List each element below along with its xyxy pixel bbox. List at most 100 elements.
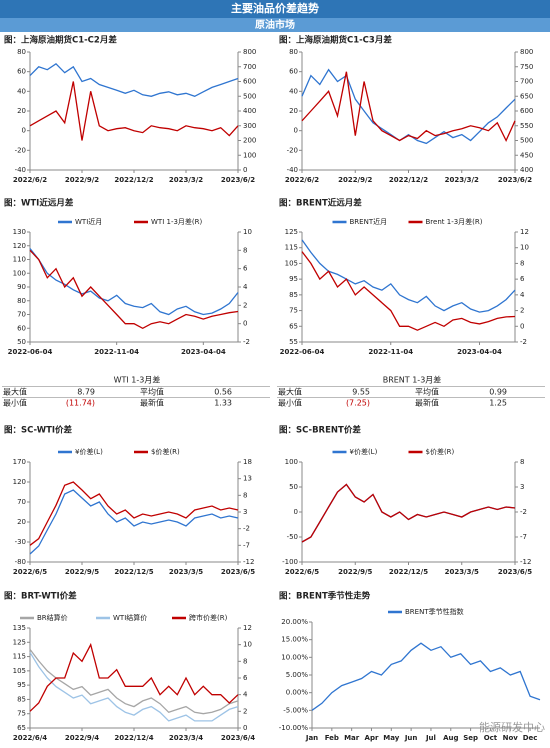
y-tick-label: 100	[13, 269, 26, 277]
x-tick-label: Nov	[503, 734, 519, 742]
y2-tick-label: 8	[520, 458, 524, 466]
y2-tick-label: 0	[243, 724, 247, 732]
y-tick-label: -20	[15, 146, 26, 154]
y-tick-label: 105	[285, 259, 298, 267]
y-tick-label: 10.00%	[281, 653, 308, 661]
y2-tick-label: 8	[243, 246, 247, 254]
chart-title: 图：WTI近远月差	[4, 198, 74, 209]
table-title: WTI 1-3月差	[114, 375, 161, 385]
x-tick-label: 2022/6/2	[13, 176, 47, 184]
y2-tick-label: 3	[520, 483, 524, 491]
y-tick-label: 80	[17, 297, 26, 305]
page-title: 主要油品价差趋势	[231, 1, 319, 15]
y2-tick-label: 650	[520, 92, 533, 100]
series-line	[29, 248, 239, 316]
legend-label: Brent 1-3月差(R)	[426, 217, 483, 226]
page-subtitle: 原油市场	[255, 18, 295, 31]
series-line	[301, 68, 516, 145]
y2-tick-label: 4	[243, 691, 248, 699]
x-tick-label: May	[383, 734, 399, 742]
y-tick-label: 115	[285, 244, 298, 252]
y2-tick-label: 6	[243, 674, 248, 682]
y-tick-label: 5.00%	[286, 671, 309, 679]
y2-tick-label: 10	[243, 641, 252, 649]
y2-tick-label: 10	[243, 228, 252, 236]
series-line	[301, 483, 516, 543]
y-tick-label: -20	[287, 146, 298, 154]
legend-label: $价差(R)	[151, 447, 180, 456]
y2-tick-label: -7	[520, 533, 527, 541]
y2-tick-label: 8	[243, 491, 247, 499]
y-tick-label: 55	[289, 338, 298, 346]
y2-tick-label: 600	[243, 78, 256, 86]
y2-tick-label: 4	[520, 291, 525, 299]
x-tick-label: 2022-06-04	[8, 348, 53, 356]
y-tick-label: -5.00%	[283, 706, 308, 714]
y2-tick-label: 12	[243, 624, 252, 632]
chart-title: 图：上海原油期货C1-C3月差	[279, 35, 392, 46]
y2-tick-label: 800	[520, 48, 533, 56]
x-tick-label: Jul	[425, 734, 436, 742]
y2-tick-label: 8	[243, 657, 247, 665]
y2-tick-label: 8	[520, 259, 524, 267]
y2-tick-label: -2	[243, 525, 250, 533]
series-line	[301, 251, 516, 331]
y-tick-label: 20	[17, 518, 26, 526]
chart-title: 图：SC-BRENT价差	[279, 425, 361, 436]
legend-label: WTI 1-3月差(R)	[151, 217, 203, 226]
legend-label: WTI近月	[75, 217, 102, 226]
table-cell: 最新值	[415, 398, 439, 408]
y-tick-label: 40	[17, 87, 26, 95]
y2-tick-label: 500	[243, 92, 256, 100]
x-tick-label: 2022/9/5	[338, 568, 372, 576]
y2-tick-label: -7	[243, 541, 250, 549]
table-cell: 平均值	[415, 387, 439, 397]
y2-tick-label: 0	[243, 166, 247, 174]
y-tick-label: 65	[289, 322, 298, 330]
table-cell: 最新值	[140, 398, 164, 408]
y2-tick-label: 13	[243, 475, 252, 483]
y-tick-label: 70	[17, 311, 26, 319]
y2-tick-label: -2	[520, 338, 527, 346]
table-cell: 最小值	[278, 398, 302, 408]
y2-tick-label: 2	[520, 307, 524, 315]
y2-tick-label: 6	[243, 265, 248, 273]
y2-tick-label: 700	[520, 78, 533, 86]
y2-tick-label: 600	[520, 107, 533, 115]
y2-tick-label: 0	[520, 322, 524, 330]
series-line	[301, 483, 516, 543]
series-line	[29, 81, 239, 141]
y2-tick-label: 12	[520, 228, 529, 236]
chart-title: 图：BRT-WTI价差	[4, 591, 77, 602]
chart-title: 图：BRENT近远月差	[279, 198, 362, 209]
x-tick-label: 2022/12/4	[114, 734, 153, 742]
y-tick-label: 50	[17, 338, 26, 346]
x-tick-label: 2023/6/4	[221, 734, 255, 742]
y2-tick-label: -12	[243, 558, 254, 566]
y-tick-label: 80	[289, 48, 298, 56]
x-tick-label: Feb	[325, 734, 339, 742]
y-tick-label: 60	[17, 68, 26, 76]
y-tick-label: -30	[15, 538, 26, 546]
y-tick-label: 115	[13, 653, 26, 661]
y2-tick-label: 450	[520, 151, 533, 159]
x-tick-label: Aug	[443, 734, 458, 742]
x-tick-label: 2022/9/2	[65, 176, 99, 184]
legend-label: WTI结算价	[113, 613, 147, 622]
y2-tick-label: 800	[243, 48, 256, 56]
x-tick-label: 2022/6/2	[285, 176, 319, 184]
x-tick-label: Sep	[463, 734, 478, 742]
y-tick-label: 20	[17, 107, 26, 115]
table-cell: 0.99	[489, 388, 507, 397]
y2-tick-label: 2	[243, 301, 247, 309]
table-cell: 0.56	[214, 388, 232, 397]
y-tick-label: 95	[17, 681, 26, 689]
table-cell: 8.79	[77, 388, 95, 397]
x-tick-label: 2023-04-04	[181, 348, 226, 356]
watermark: 能源研发中心	[479, 720, 545, 734]
y2-tick-label: 3	[243, 508, 247, 516]
legend-label: BRENT季节性指数	[405, 607, 464, 616]
series-line	[29, 642, 239, 712]
y-tick-label: 90	[17, 283, 26, 291]
